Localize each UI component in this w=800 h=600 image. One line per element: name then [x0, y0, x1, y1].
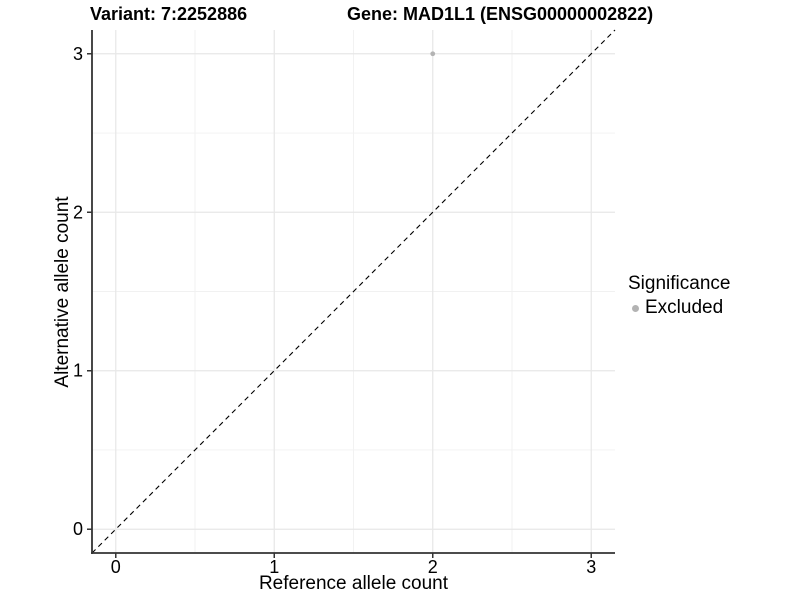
x-tick-label: 2 — [428, 557, 438, 577]
y-tick-label: 1 — [73, 361, 83, 381]
legend-item-excluded: Excluded — [632, 297, 730, 319]
y-tick-label: 0 — [73, 519, 83, 539]
identity-line — [91, 29, 616, 554]
x-tick-label: 0 — [111, 557, 121, 577]
legend-point-icon — [632, 304, 639, 312]
plot-title-variant: Variant: 7:2252886 — [90, 4, 248, 24]
legend-title: Significance — [628, 273, 731, 294]
legend-item-label: Excluded — [645, 297, 724, 318]
y-tick-label: 2 — [73, 202, 83, 222]
data-point — [430, 51, 436, 57]
x-tick-label: 3 — [586, 557, 596, 577]
legend: Significance Excluded — [628, 273, 730, 319]
x-axis-title: Reference allele count — [258, 573, 449, 594]
y-tick-label: 3 — [73, 44, 83, 64]
y-axis-title: Alternative allele count — [52, 196, 73, 388]
x-tick-label: 1 — [269, 557, 279, 577]
plot-title-gene: Gene: MAD1L1 (ENSG00000002822) — [347, 4, 654, 24]
